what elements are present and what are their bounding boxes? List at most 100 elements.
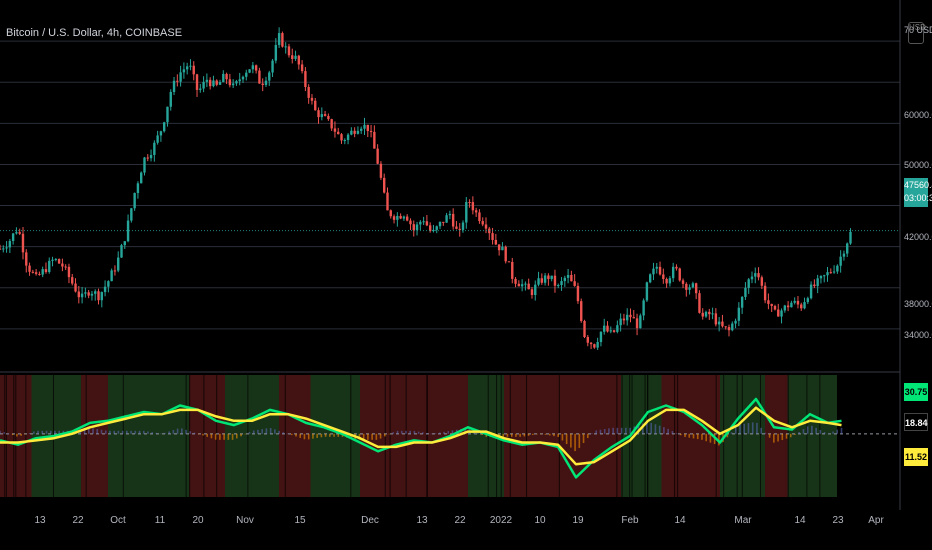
candle-body: [5, 247, 8, 249]
candle-body: [626, 314, 629, 321]
candle-body: [780, 310, 783, 317]
candle-body: [31, 271, 35, 273]
candle-body: [566, 275, 570, 278]
osc-histogram-bar: [409, 430, 411, 434]
osc-histogram-bar: [155, 432, 158, 434]
osc-histogram-bar: [333, 433, 335, 437]
candle-body: [671, 266, 675, 279]
candle-body: [790, 302, 793, 308]
candle-body: [534, 284, 537, 296]
candle-body: [701, 312, 704, 317]
candle-body: [465, 201, 468, 223]
osc-histogram-bar: [840, 427, 843, 434]
candle-body: [57, 259, 61, 264]
candle-body: [25, 252, 28, 266]
candle-body: [166, 106, 169, 123]
osc-histogram-bar: [743, 423, 746, 434]
osc-region-bull: [787, 375, 837, 497]
candle-body: [140, 172, 143, 184]
candle-body: [698, 293, 701, 313]
candle-body: [254, 65, 258, 71]
candle-body: [428, 225, 432, 232]
candle-body: [80, 293, 84, 298]
osc-histogram-bar: [269, 428, 272, 434]
osc-histogram-bar: [121, 430, 124, 434]
candle-body: [373, 131, 376, 149]
x-tick-label: 2022: [490, 515, 513, 526]
candle-body: [48, 260, 51, 273]
candle-body: [826, 272, 829, 276]
osc-histogram-bar: [696, 433, 699, 440]
candle-body: [478, 212, 481, 222]
candle-body: [777, 309, 780, 317]
osc-stripe: [203, 375, 205, 497]
candle-body: [261, 83, 264, 86]
osc-histogram-bar: [219, 433, 221, 440]
candle-body: [721, 321, 724, 327]
osc-histogram-bar: [527, 433, 530, 436]
osc-stripe: [819, 375, 821, 497]
osc-histogram-bar: [278, 430, 280, 434]
osc-histogram-bar: [802, 429, 805, 434]
candle-body: [593, 344, 596, 348]
candle-body: [320, 114, 324, 118]
candle-body: [356, 130, 360, 134]
osc-stripe: [85, 375, 87, 497]
candle-body: [497, 244, 501, 251]
candle-body: [218, 82, 222, 85]
candle-body: [199, 88, 202, 90]
osc-histogram-bar: [675, 433, 678, 434]
osc-stripe: [185, 375, 187, 497]
osc-histogram-bar: [426, 433, 428, 434]
osc-histogram-bar: [286, 433, 289, 435]
candle-body: [189, 65, 192, 67]
osc-histogram-bar: [282, 432, 285, 434]
candle-body: [665, 278, 668, 284]
osc-histogram-bar: [523, 433, 526, 437]
osc-stripe: [759, 375, 761, 497]
osc-histogram-bar: [307, 433, 310, 440]
osc-histogram-bar: [540, 433, 543, 435]
osc-histogram-bar: [388, 433, 390, 435]
y-tick-label: 34000.00: [904, 330, 932, 340]
candle-body: [540, 278, 544, 283]
osc-histogram-bar: [126, 430, 128, 434]
osc-histogram-bar: [142, 430, 145, 434]
candle-body: [28, 265, 31, 272]
candle-body: [767, 300, 770, 304]
osc-stripe: [487, 375, 489, 497]
candle-body: [648, 274, 652, 283]
osc-histogram-bar: [193, 432, 196, 434]
candle-body: [291, 55, 294, 59]
osc-histogram-bar: [100, 429, 103, 434]
osc-histogram-bar: [768, 433, 771, 438]
candle-body: [770, 303, 773, 307]
candle-body: [350, 130, 353, 135]
candle-body: [120, 245, 123, 258]
candle-body: [553, 275, 557, 286]
osc-histogram-bar: [646, 422, 648, 434]
candle-body: [346, 134, 350, 141]
x-tick-label: 14: [674, 515, 686, 526]
osc-histogram-bar: [477, 432, 479, 434]
candle-body: [284, 46, 287, 48]
osc-stripe: [13, 375, 15, 497]
osc-histogram-bar: [616, 427, 619, 434]
osc-histogram-bar: [726, 433, 729, 438]
candle-body: [609, 330, 612, 332]
osc-histogram-bar: [83, 428, 86, 434]
candle-body: [185, 66, 189, 70]
candle-body: [271, 60, 274, 73]
candle-body: [195, 74, 199, 90]
osc-histogram-bar: [422, 432, 424, 434]
osc-histogram-bar: [189, 431, 192, 434]
osc-histogram-bar: [88, 428, 90, 434]
osc-stripe: [677, 375, 679, 497]
osc-histogram-bar: [430, 433, 433, 435]
candle-body: [688, 287, 691, 290]
axis-currency-label[interactable]: USD: [908, 22, 926, 44]
candle-body: [846, 243, 849, 254]
osc-histogram-bar: [134, 430, 137, 434]
candle-body: [343, 140, 346, 142]
